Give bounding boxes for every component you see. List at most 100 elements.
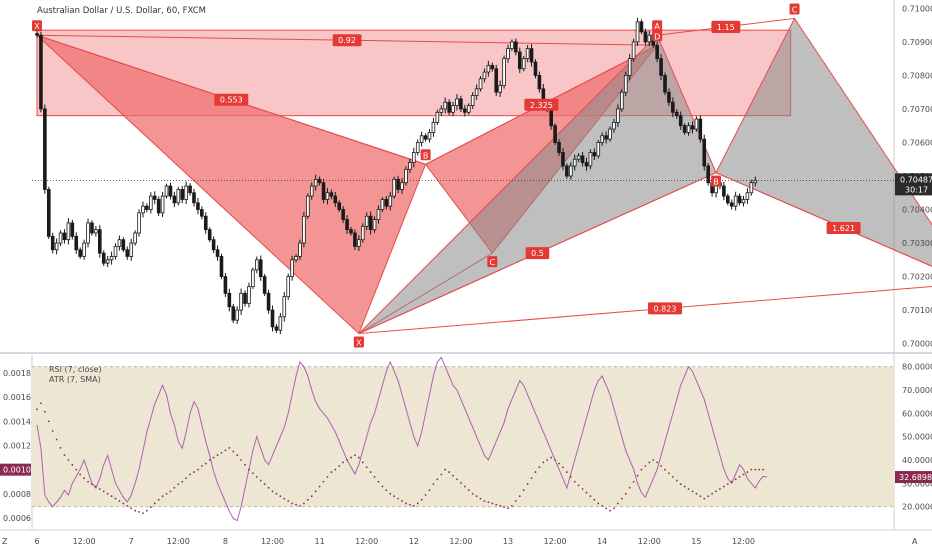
candle-body[interactable] <box>290 259 294 277</box>
candle-body[interactable] <box>690 125 695 130</box>
candle-body[interactable] <box>612 121 616 130</box>
candle-body[interactable] <box>353 232 357 247</box>
candle-body[interactable] <box>490 64 495 70</box>
candle-body[interactable] <box>207 229 212 241</box>
candle-body[interactable] <box>337 202 342 210</box>
candle-body[interactable] <box>561 152 565 167</box>
candle-body[interactable] <box>427 132 432 140</box>
candle-body[interactable] <box>623 75 628 93</box>
candle-body[interactable] <box>733 195 738 207</box>
candle-body[interactable] <box>172 195 177 204</box>
candle-body[interactable] <box>74 235 79 251</box>
candle-body[interactable] <box>160 195 165 214</box>
candle-body[interactable] <box>694 118 699 130</box>
candle-body[interactable] <box>392 178 396 197</box>
candle-body[interactable] <box>631 41 636 60</box>
candle-body[interactable] <box>521 58 526 70</box>
candle-body[interactable] <box>357 239 361 247</box>
candle-body[interactable] <box>470 95 475 106</box>
candle-body[interactable] <box>192 192 196 204</box>
candle-body[interactable] <box>408 162 412 170</box>
candle-body[interactable] <box>608 128 612 140</box>
candle-body[interactable] <box>325 192 330 200</box>
candle-body[interactable] <box>726 195 730 204</box>
candle-body[interactable] <box>94 229 98 234</box>
candle-body[interactable] <box>66 222 71 241</box>
candle-body[interactable] <box>529 48 534 63</box>
candle-body[interactable] <box>317 178 322 184</box>
candle-body[interactable] <box>576 155 581 160</box>
candle-body[interactable] <box>321 182 326 200</box>
candle-body[interactable] <box>463 108 467 113</box>
candle-body[interactable] <box>215 249 220 257</box>
candle-body[interactable] <box>494 68 499 93</box>
candle-body[interactable] <box>572 158 577 167</box>
candle-body[interactable] <box>152 195 157 200</box>
candle-body[interactable] <box>376 209 381 220</box>
candle-body[interactable] <box>372 219 377 231</box>
candle-body[interactable] <box>341 209 345 220</box>
candle-body[interactable] <box>117 239 122 247</box>
candle-body[interactable] <box>368 215 373 231</box>
candle-body[interactable] <box>219 256 224 277</box>
candle-body[interactable] <box>635 21 640 43</box>
candle-body[interactable] <box>180 189 185 200</box>
candle-body[interactable] <box>537 75 542 90</box>
candle-body[interactable] <box>569 165 573 177</box>
candle-body[interactable] <box>584 162 589 167</box>
candle-body[interactable] <box>278 316 283 331</box>
candle-body[interactable] <box>706 165 710 184</box>
candle-body[interactable] <box>435 111 440 123</box>
candle-body[interactable] <box>498 85 502 93</box>
candle-body[interactable] <box>510 41 514 50</box>
candle-body[interactable] <box>43 108 47 190</box>
atr-value-tag[interactable]: 0.0010 <box>0 463 31 476</box>
candle-body[interactable] <box>533 61 538 76</box>
candle-body[interactable] <box>203 215 208 231</box>
candle-body[interactable] <box>749 182 754 194</box>
rsi-line[interactable] <box>36 356 768 522</box>
candle-body[interactable] <box>502 58 506 86</box>
candle-body[interactable] <box>592 152 597 157</box>
candle-body[interactable] <box>86 222 90 244</box>
candle-body[interactable] <box>78 249 82 257</box>
candle-body[interactable] <box>294 256 298 261</box>
candle-body[interactable] <box>486 64 491 73</box>
candle-body[interactable] <box>415 142 420 153</box>
candle-body[interactable] <box>298 242 302 257</box>
candle-body[interactable] <box>113 245 118 257</box>
candle-body[interactable] <box>419 135 424 143</box>
candle-body[interactable] <box>105 259 110 264</box>
candle-body[interactable] <box>235 309 239 321</box>
candle-body[interactable] <box>211 239 216 251</box>
candle-body[interactable] <box>313 178 318 187</box>
candle-body[interactable] <box>459 98 463 110</box>
candle-body[interactable] <box>168 185 173 197</box>
candle-body[interactable] <box>62 232 67 241</box>
candle-body[interactable] <box>698 118 703 140</box>
candle-body[interactable] <box>70 222 75 237</box>
candle-body[interactable] <box>231 306 236 321</box>
candle-body[interactable] <box>549 108 553 127</box>
candle-body[interactable] <box>388 195 393 207</box>
candle-body[interactable] <box>596 142 601 157</box>
candle-body[interactable] <box>39 34 43 110</box>
candle-body[interactable] <box>525 48 530 60</box>
candle-body[interactable] <box>309 185 314 197</box>
candle-body[interactable] <box>663 75 667 93</box>
candle-body[interactable] <box>274 326 279 331</box>
candle-body[interactable] <box>149 195 153 210</box>
candle-body[interactable] <box>474 88 479 96</box>
rsi-value-tag[interactable]: 32.6898 <box>895 471 932 484</box>
candle-body[interactable] <box>58 232 63 244</box>
candle-body[interactable] <box>200 209 204 217</box>
candle-body[interactable] <box>184 185 188 200</box>
candle-body[interactable] <box>400 182 404 190</box>
candle-body[interactable] <box>404 168 408 184</box>
candle-body[interactable] <box>137 212 141 234</box>
candle-body[interactable] <box>682 125 687 133</box>
candle-body[interactable] <box>50 235 55 251</box>
candle-body[interactable] <box>729 202 734 207</box>
candle-body[interactable] <box>588 152 593 167</box>
